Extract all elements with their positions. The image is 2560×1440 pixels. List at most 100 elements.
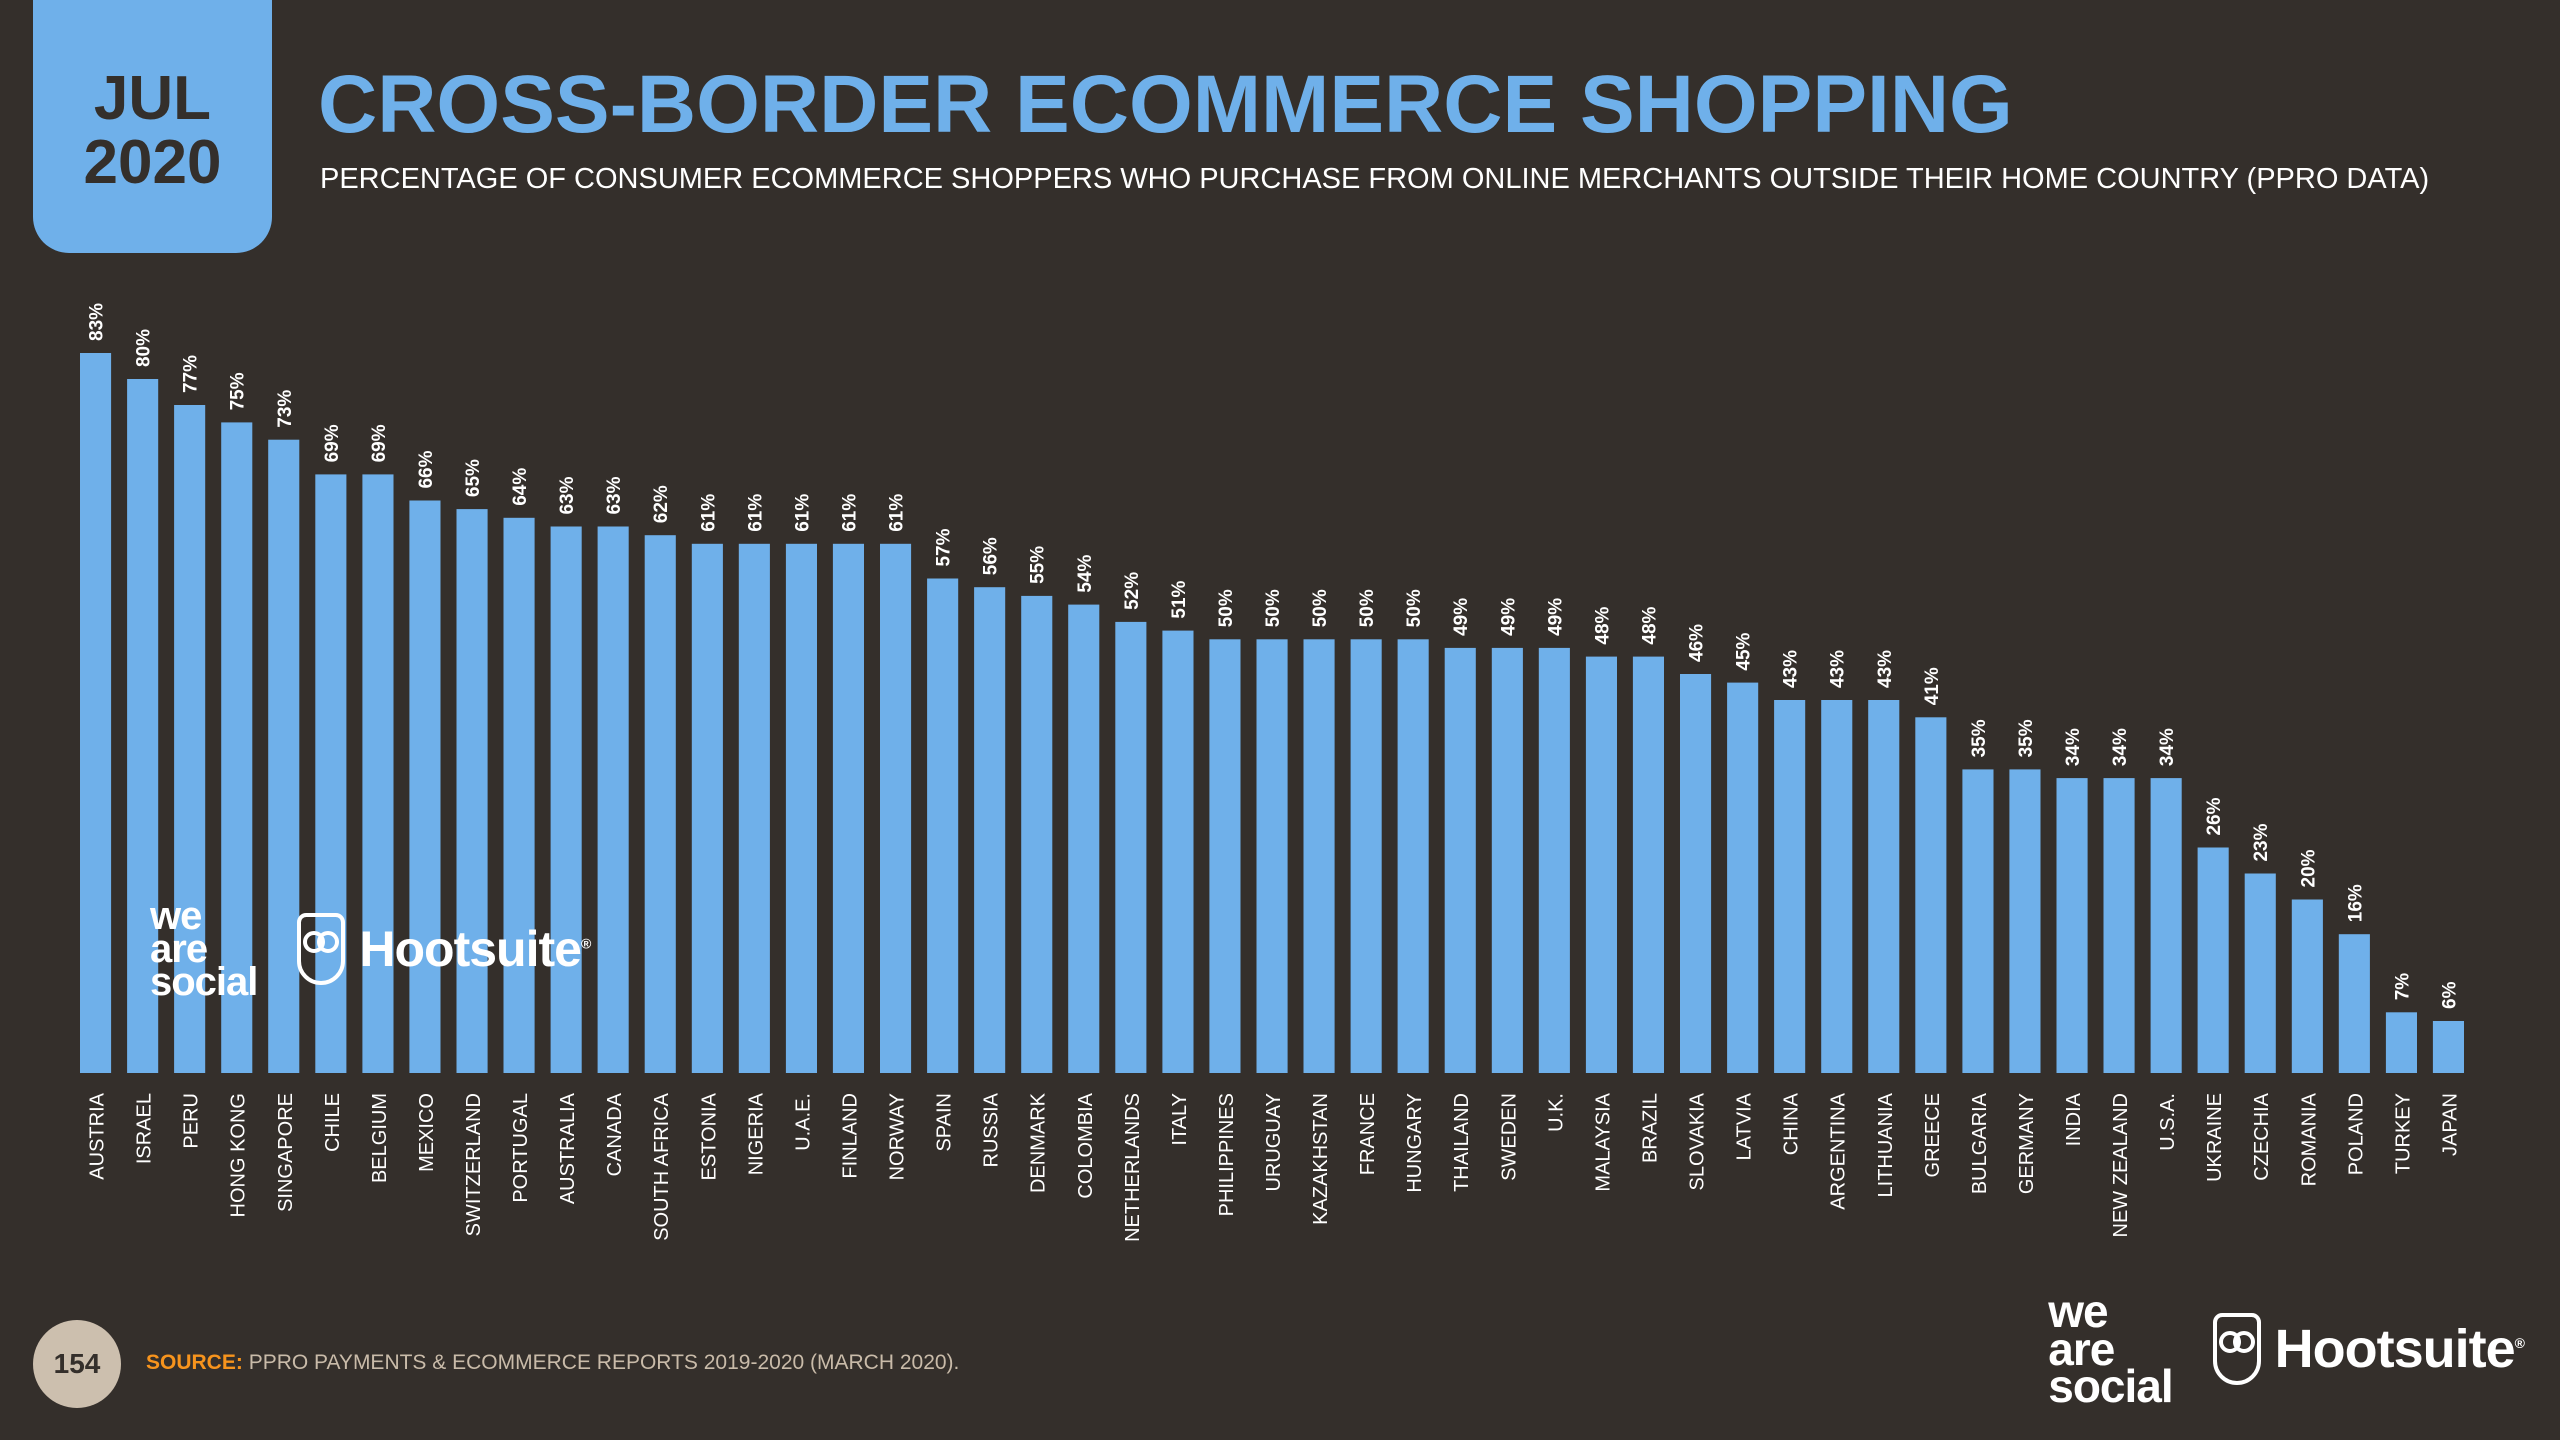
category-label: BRAZIL xyxy=(1640,1093,1662,1163)
bar-ukraine xyxy=(2197,847,2229,1073)
value-label: 80% xyxy=(134,329,155,367)
value-label: 54% xyxy=(1075,554,1096,592)
watermark-logos: we are social Hootsuite® xyxy=(150,896,591,1001)
bar-philippines xyxy=(1209,639,1241,1073)
bar-south-africa xyxy=(644,535,676,1073)
value-label: 61% xyxy=(840,494,861,532)
bar-norway xyxy=(880,543,912,1073)
hootsuite-logo: Hootsuite® xyxy=(297,913,591,986)
category-label: SINGAPORE xyxy=(275,1093,297,1212)
date-month: JUL xyxy=(93,64,212,134)
value-label: 50% xyxy=(1263,589,1284,627)
category-label: SWEDEN xyxy=(1498,1093,1520,1181)
category-label: ESTONIA xyxy=(698,1092,720,1180)
category-label: ROMANIA xyxy=(2298,1092,2320,1186)
value-label: 64% xyxy=(510,468,531,506)
value-label: 77% xyxy=(181,355,202,393)
value-label: 61% xyxy=(698,494,719,532)
bar-sweden xyxy=(1491,647,1523,1073)
bar-colombia xyxy=(1068,604,1100,1073)
value-label: 51% xyxy=(1169,580,1190,618)
bar-brazil xyxy=(1632,656,1664,1073)
bar-u-a-e- xyxy=(785,543,817,1073)
page-number: 154 xyxy=(33,1320,121,1408)
category-label: SWITZERLAND xyxy=(463,1093,485,1236)
value-label: 52% xyxy=(1122,572,1143,610)
bar-austria xyxy=(80,353,112,1073)
bar-lithuania xyxy=(1868,700,1900,1073)
value-label: 50% xyxy=(1357,589,1378,627)
value-label: 63% xyxy=(604,476,625,514)
category-label: THAILAND xyxy=(1451,1093,1473,1192)
value-label: 23% xyxy=(2251,823,2272,861)
bar-nigeria xyxy=(738,543,770,1073)
value-label: 41% xyxy=(1922,667,1943,705)
category-label: U.A.E. xyxy=(792,1093,814,1151)
bar-netherlands xyxy=(1115,621,1147,1073)
value-label: 34% xyxy=(2157,728,2178,766)
bar-germany xyxy=(2009,769,2041,1073)
value-label: 49% xyxy=(1498,598,1519,636)
source-note: SOURCE: PPRO PAYMENTS & ECOMMERCE REPORT… xyxy=(146,1351,959,1375)
value-label: 66% xyxy=(416,450,437,488)
category-label: TURKEY xyxy=(2392,1093,2414,1174)
category-label: COLOMBIA xyxy=(1075,1092,1097,1198)
owl-icon xyxy=(297,913,346,986)
value-label: 61% xyxy=(887,494,908,532)
value-label: 50% xyxy=(1404,589,1425,627)
bar-hungary xyxy=(1397,639,1429,1073)
bar-switzerland xyxy=(456,509,488,1074)
value-label: 56% xyxy=(981,537,1002,575)
bar-finland xyxy=(832,543,864,1073)
category-label: NETHERLANDS xyxy=(1122,1093,1144,1242)
category-label: HUNGARY xyxy=(1404,1093,1426,1193)
value-label: 26% xyxy=(2204,797,2225,835)
value-label: 61% xyxy=(745,494,766,532)
category-label: RUSSIA xyxy=(981,1092,1003,1167)
value-label: 20% xyxy=(2298,849,2319,887)
category-label: KAZAKHSTAN xyxy=(1310,1093,1332,1225)
category-label: NEW ZEALAND xyxy=(2110,1093,2132,1237)
bar-france xyxy=(1350,639,1382,1073)
category-label: GREECE xyxy=(1922,1093,1944,1177)
category-label: NIGERIA xyxy=(745,1092,767,1175)
category-label: JAPAN xyxy=(2440,1093,2462,1156)
value-label: 61% xyxy=(792,494,813,532)
value-label: 6% xyxy=(2440,981,2461,1009)
bar-canada xyxy=(597,526,629,1073)
bar-argentina xyxy=(1821,700,1853,1073)
category-label: CANADA xyxy=(604,1092,626,1176)
category-label: U.K. xyxy=(1545,1093,1567,1132)
page-title: CROSS-BORDER ECOMMERCE SHOPPING xyxy=(318,59,2013,150)
category-label: DENMARK xyxy=(1028,1092,1050,1193)
category-label: ARGENTINA xyxy=(1828,1092,1850,1209)
category-label: ISRAEL xyxy=(134,1093,156,1164)
bar-poland xyxy=(2338,934,2370,1073)
category-label: SOUTH AFRICA xyxy=(651,1092,673,1240)
value-label: 48% xyxy=(1592,606,1613,644)
bar-peru xyxy=(174,405,206,1073)
bar-hong-kong xyxy=(221,422,253,1073)
bar-india xyxy=(2056,778,2088,1073)
value-label: 35% xyxy=(1969,719,1990,757)
category-label: CHINA xyxy=(1781,1092,1803,1155)
category-label: SPAIN xyxy=(934,1093,956,1152)
bar-denmark xyxy=(1021,595,1053,1073)
bar-malaysia xyxy=(1585,656,1617,1073)
value-label: 35% xyxy=(2016,719,2037,757)
value-label: 34% xyxy=(2063,728,2084,766)
value-label: 49% xyxy=(1545,598,1566,636)
page-subtitle: PERCENTAGE OF CONSUMER ECOMMERCE SHOPPER… xyxy=(320,163,2430,195)
bar-uruguay xyxy=(1256,639,1288,1073)
footer-owl-icon xyxy=(2212,1313,2261,1386)
value-label: 69% xyxy=(322,424,343,462)
bar-japan xyxy=(2432,1021,2464,1073)
bar-new-zealand xyxy=(2103,778,2135,1073)
bar-thailand xyxy=(1444,647,1476,1073)
footer-logos: we are social Hootsuite® xyxy=(2048,1288,2525,1409)
value-label: 49% xyxy=(1451,598,1472,636)
date-year: 2020 xyxy=(83,127,222,197)
value-label: 48% xyxy=(1640,606,1661,644)
category-label: LITHUANIA xyxy=(1875,1092,1897,1197)
